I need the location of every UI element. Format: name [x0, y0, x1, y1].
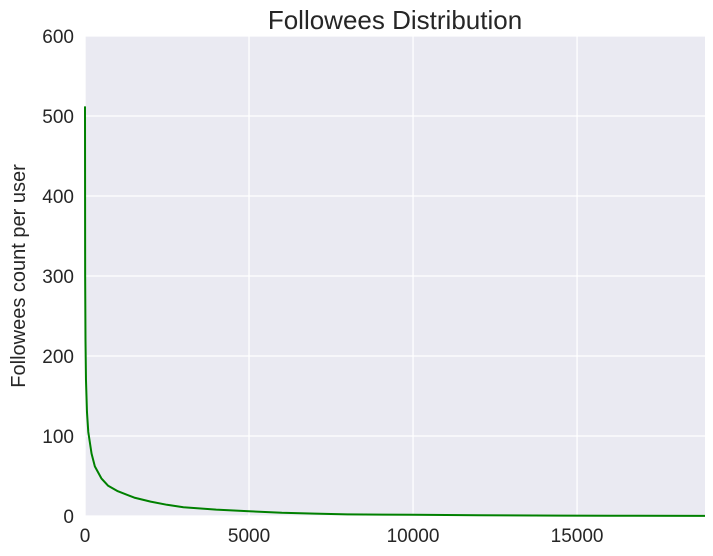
- x-tick-label: 10000: [387, 526, 440, 547]
- y-tick-label: 600: [42, 27, 74, 48]
- series-line: [84, 106, 706, 517]
- series-layer: [84, 106, 706, 517]
- x-tick-label: 15000: [551, 526, 604, 547]
- x-tick-labels: 0 5000 10000 15000: [80, 526, 604, 547]
- y-tick-label: 0: [63, 507, 74, 528]
- horizontal-gridlines: [85, 35, 705, 517]
- y-tick-label: 400: [42, 187, 74, 208]
- y-tick-label: 200: [42, 347, 74, 368]
- y-tick-labels: 0 100 200 300 400 500 600: [42, 27, 74, 528]
- y-tick-label: 500: [42, 107, 74, 128]
- x-tick-label: 0: [80, 526, 91, 547]
- y-tick-label: 100: [42, 427, 74, 448]
- y-axis-title: Followees count per user: [8, 164, 30, 388]
- y-tick-label: 300: [42, 267, 74, 288]
- x-tick-label: 5000: [228, 526, 270, 547]
- chart-title: Followees Distribution: [268, 5, 522, 35]
